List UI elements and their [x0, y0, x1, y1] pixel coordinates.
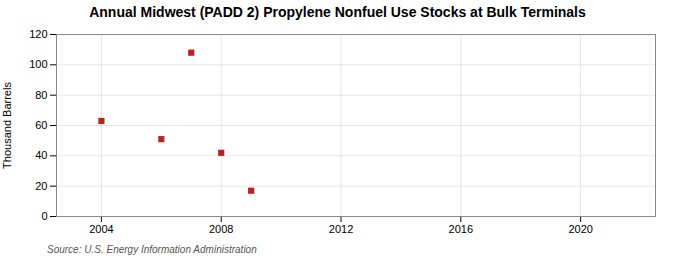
svg-text:100: 100: [29, 58, 47, 70]
svg-text:20: 20: [35, 180, 47, 192]
svg-text:120: 120: [29, 28, 47, 40]
svg-text:0: 0: [41, 210, 47, 222]
svg-text:2020: 2020: [568, 223, 592, 235]
svg-text:2004: 2004: [89, 223, 113, 235]
html-text:Annual Midwest (PADD 2) Propyl: Annual Midwest (PADD 2) Propylene Nonfue…: [89, 4, 586, 20]
svg-text:Thousand Barrels: Thousand Barrels: [1, 82, 13, 169]
svg-text:80: 80: [35, 89, 47, 101]
svg-text:2008: 2008: [209, 223, 233, 235]
svg-text:2016: 2016: [449, 223, 473, 235]
svg-text:2012: 2012: [329, 223, 353, 235]
svg-text:60: 60: [35, 119, 47, 131]
svg-text:40: 40: [35, 149, 47, 161]
html-text:Source: U.S. Energy Informatio: Source: U.S. Energy Information Administ…: [47, 244, 257, 255]
